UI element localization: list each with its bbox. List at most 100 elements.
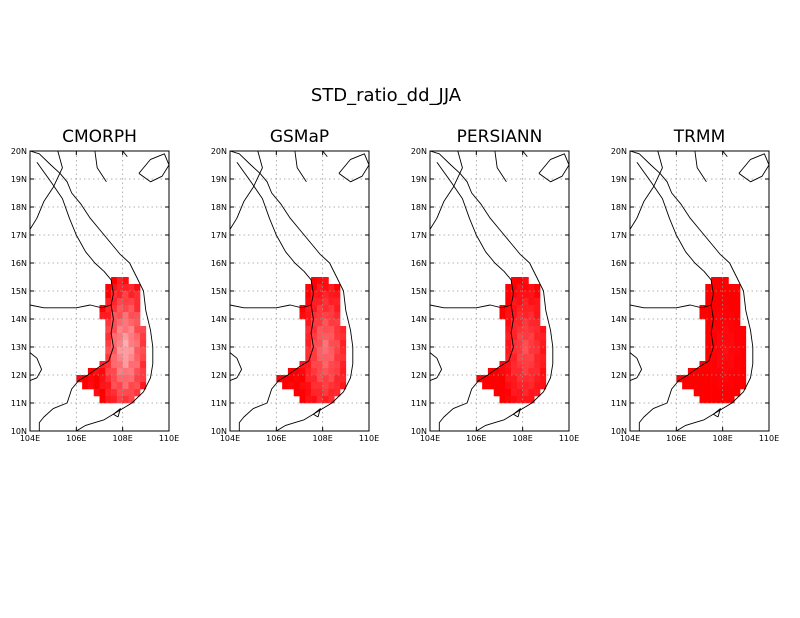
heatmap-cell: [734, 382, 741, 390]
heatmap-cell: [111, 375, 118, 383]
heatmap-cell: [534, 347, 541, 355]
coastline-path: [112, 408, 121, 418]
y-tick-label: 20N: [611, 147, 627, 156]
heatmap-cell: [505, 326, 512, 334]
heatmap-cell: [722, 284, 729, 292]
heatmap-cell: [334, 347, 341, 355]
heatmap-cell: [305, 396, 312, 404]
heatmap-cell: [699, 382, 706, 390]
heatmap-cell: [716, 284, 723, 292]
heatmap-cell: [305, 284, 312, 292]
heatmap-cell: [328, 347, 335, 355]
heatmap-cell: [328, 291, 335, 299]
heatmap-cell: [328, 368, 335, 376]
heatmap-cell: [111, 396, 118, 404]
heatmap-cell: [699, 389, 706, 397]
heatmap-cell: [328, 312, 335, 320]
heatmap-cell: [128, 354, 135, 362]
heatmap-cell: [316, 354, 323, 362]
heatmap-cell: [328, 354, 335, 362]
heatmap-cell: [722, 347, 729, 355]
heatmap-cell: [516, 326, 523, 334]
heatmap-cell: [134, 305, 141, 313]
heatmap-cell: [511, 284, 518, 292]
heatmap-cell: [722, 382, 729, 390]
heatmap-cell: [316, 340, 323, 348]
heatmap-cell: [305, 326, 312, 334]
heatmap-cell: [722, 368, 729, 376]
heatmap-cell: [105, 291, 112, 299]
heatmap-cell: [511, 305, 518, 313]
axis-ticks: 10N 11N 12N 13N 14N 15N 16N 17N 18N 19N 20N 104E 106…: [411, 147, 579, 443]
heatmap-cell: [99, 382, 106, 390]
heatmap-cell: [682, 382, 689, 390]
heatmap-cell: [111, 354, 118, 362]
heatmap-cell: [728, 312, 735, 320]
heatmap-cell: [128, 319, 135, 327]
coastline-path: [429, 304, 512, 309]
heatmap-cell: [105, 375, 112, 383]
heatmap-cell: [522, 389, 529, 397]
heatmap-cell: [316, 326, 323, 334]
heatmap-cell: [128, 326, 135, 334]
heatmap-cell: [311, 305, 318, 313]
heatmap-cell: [705, 305, 712, 313]
heatmap-cell: [116, 277, 123, 285]
heatmap-cell: [528, 354, 535, 362]
heatmap-cell: [340, 347, 347, 355]
heatmap-cell: [305, 298, 312, 306]
heatmap-cell: [328, 389, 335, 397]
coastline-path: [29, 150, 63, 230]
heatmap-cell: [116, 284, 123, 292]
panel-title: GSMaP: [270, 127, 329, 147]
heatmap-cell: [105, 361, 112, 369]
heatmap-cell: [716, 298, 723, 306]
heatmap-cell: [128, 347, 135, 355]
coastline-path: [629, 352, 643, 382]
heatmap-cell: [705, 291, 712, 299]
y-tick-label: 17N: [611, 231, 627, 240]
heatmap-cell: [699, 375, 706, 383]
y-tick-label: 18N: [411, 203, 427, 212]
heatmap-cell: [516, 396, 523, 404]
heatmap-cell: [705, 354, 712, 362]
heatmap-cell: [305, 291, 312, 299]
heatmap-cell: [140, 340, 147, 348]
heatmap-cell: [111, 361, 118, 369]
y-tick-label: 18N: [611, 203, 627, 212]
y-tick-label: 13N: [11, 343, 27, 352]
heatmap-cell: [328, 305, 335, 313]
heatmap-cell: [722, 277, 729, 285]
panel-title: PERSIANN: [457, 127, 543, 147]
x-tick-label: 106E: [466, 434, 486, 443]
heatmap-cell: [740, 382, 747, 390]
map-panel-cmorph: CMORPH10N11N12N13N14N15N16N17N18N19N20N1…: [11, 127, 179, 443]
heatmap-cell: [716, 368, 723, 376]
heatmap-cell: [705, 319, 712, 327]
heatmap-cell: [134, 375, 141, 383]
heatmap-cell: [105, 368, 112, 376]
y-tick-label: 17N: [411, 231, 427, 240]
heatmap-cell: [287, 382, 295, 390]
grid-lines: [630, 151, 769, 431]
y-tick-label: 14N: [411, 315, 427, 324]
heatmap-cell: [522, 396, 529, 404]
heatmap-cell: [516, 340, 523, 348]
coastline-path: [122, 150, 128, 157]
heatmap-cell: [311, 291, 318, 299]
coastline-path: [738, 153, 770, 183]
heatmap-cell: [705, 375, 712, 383]
y-tick-label: 14N: [11, 315, 27, 324]
map-panel-gsmap: GSMaP10N11N12N13N14N15N16N17N18N19N20N10…: [211, 127, 379, 443]
x-tick-label: 108E: [713, 434, 733, 443]
heatmap-cell: [334, 389, 341, 397]
heatmap-cell: [499, 375, 506, 383]
heatmap-cell: [282, 375, 289, 383]
heatmap-cell: [716, 333, 723, 341]
heatmap-cell: [116, 396, 123, 404]
heatmap-cell: [528, 305, 535, 313]
axis-ticks: 10N 11N 12N 13N 14N 15N 16N 17N 18N 19N 20N 104E 106…: [211, 147, 379, 443]
coastline-path: [436, 161, 514, 306]
heatmap-cell: [140, 375, 147, 383]
heatmap-cell: [322, 354, 329, 362]
